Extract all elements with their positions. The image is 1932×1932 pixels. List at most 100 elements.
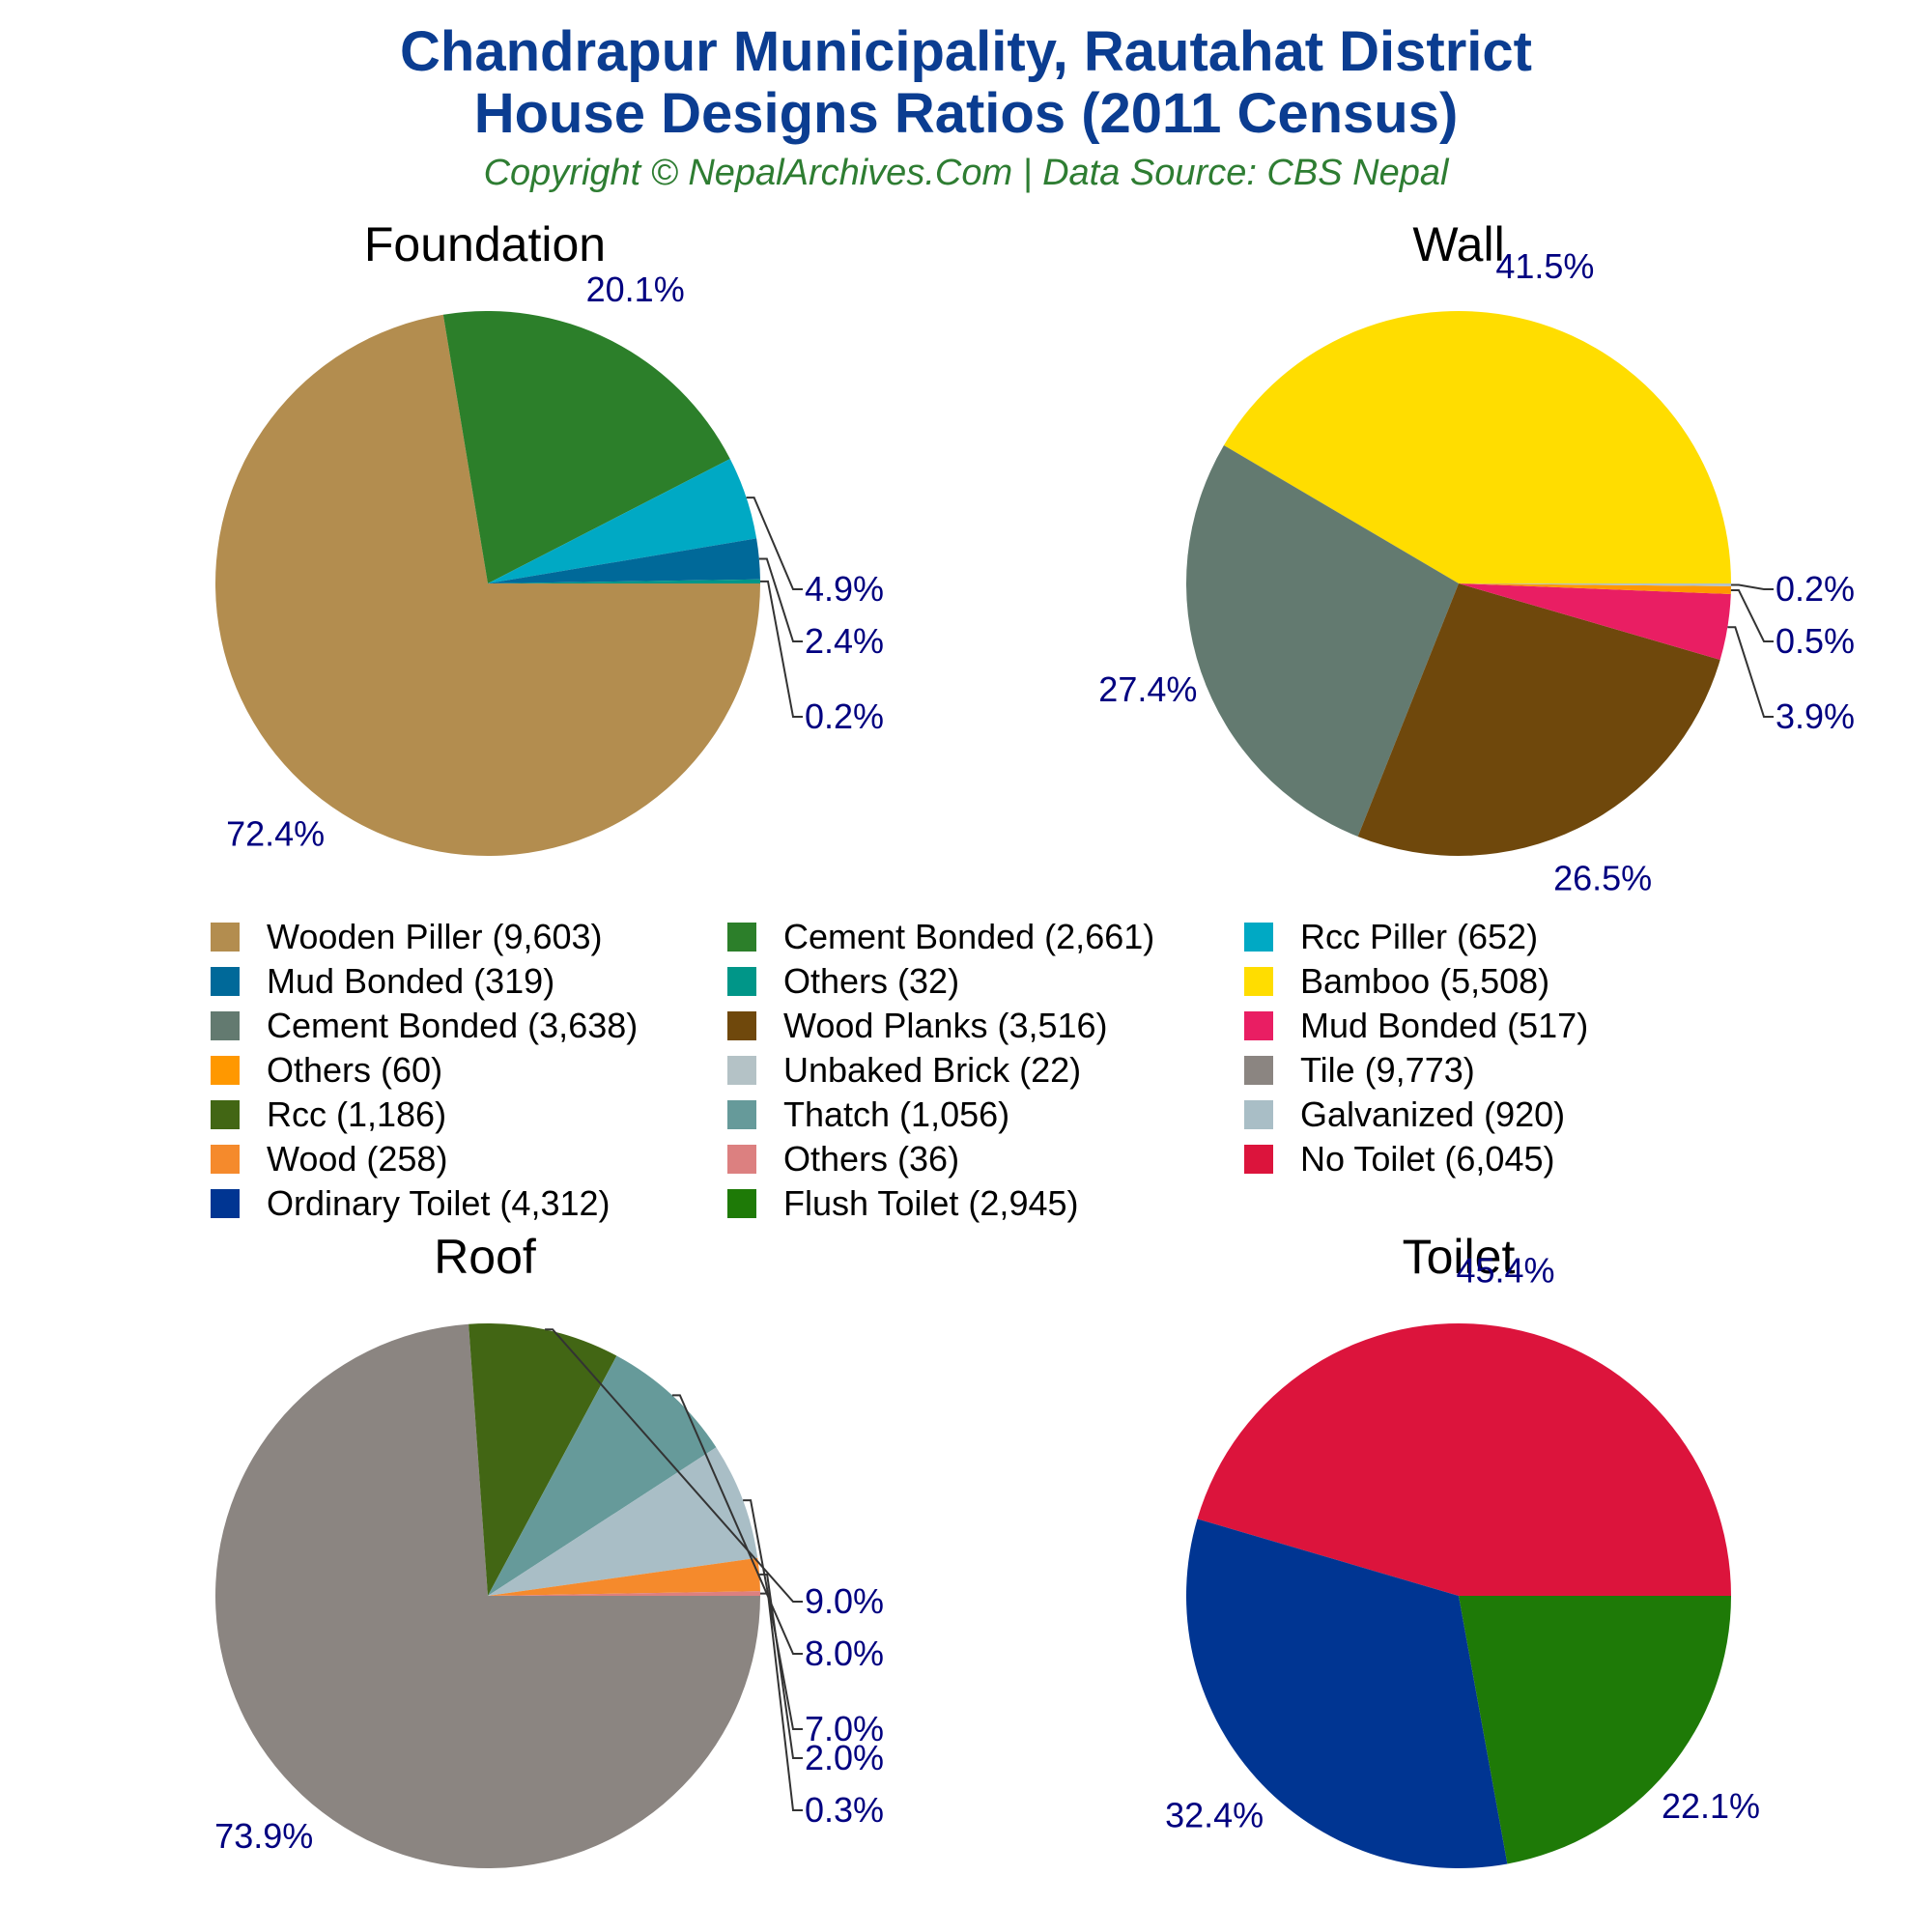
data-label: 32.4% [1165, 1795, 1264, 1834]
legend-swatch [727, 1011, 756, 1040]
pie-roof: Roof 73.9% 9.0% 8.0% 7.0%2.0% 0.3% [214, 1230, 884, 1868]
legend-swatch [1244, 1056, 1273, 1085]
legend-swatch [1244, 967, 1273, 996]
legend-label: Mud Bonded (319) [267, 961, 555, 1001]
legend-label: Others (36) [783, 1139, 960, 1179]
legend-item: Wood (258) [211, 1138, 447, 1180]
legend-label: Galvanized (920) [1300, 1094, 1566, 1134]
data-label: 41.5% [1495, 246, 1594, 286]
leader-line [1727, 626, 1774, 718]
legend-label: Flush Toilet (2,945) [783, 1183, 1079, 1223]
legend-swatch [1244, 923, 1273, 952]
legend-label: Unbaked Brick (22) [783, 1050, 1082, 1090]
pie-slice-mud-bonded [1459, 583, 1731, 660]
legend-item: Cement Bonded (2,661) [727, 916, 1154, 958]
leader-line [545, 1328, 803, 1603]
data-label: 20.1% [586, 270, 685, 309]
leader-line [1730, 588, 1774, 642]
leader-line [746, 497, 803, 590]
pie-title-wall: Wall [1412, 217, 1504, 271]
legend-label: Others (60) [267, 1050, 443, 1090]
legend-swatch [211, 967, 240, 996]
leader-line [671, 1394, 803, 1655]
legend-swatch [211, 1100, 240, 1129]
pie-slice-bamboo [1223, 311, 1731, 583]
pie-foundation: Foundation 72.4% 20.1% 4.9% 2.4% 0.2% [215, 217, 884, 856]
data-label: 72.4% [226, 813, 325, 853]
pie-slice-unbaked-brick [1459, 583, 1731, 586]
pie-slice-ordinary-toilet [1186, 1519, 1508, 1869]
legend-label: Others (32) [783, 961, 960, 1001]
legend-swatch [211, 923, 240, 952]
legend-label: Bamboo (5,508) [1300, 961, 1550, 1001]
legend-label: Cement Bonded (3,638) [267, 1006, 639, 1045]
legend-swatch [211, 1145, 240, 1174]
legend-swatch [727, 1100, 756, 1129]
pie-title-foundation: Foundation [364, 217, 606, 271]
data-label: 2.0% [805, 1738, 884, 1777]
pie-slice-rcc [469, 1323, 617, 1596]
legend-item: Unbaked Brick (22) [727, 1049, 1081, 1092]
pie-slice-mud-bonded [488, 538, 760, 583]
pie-slice-others [488, 1591, 760, 1596]
chart-title: Chandrapur Municipality, Rautahat Distri… [0, 21, 1932, 145]
legend-item: Others (36) [727, 1138, 959, 1180]
pie-slice-cement-bonded [442, 311, 730, 583]
pie-slice-rcc-piller [488, 459, 757, 583]
data-label: 0.2% [805, 696, 884, 736]
leader-line [759, 580, 803, 718]
pie-slice-others [1459, 583, 1731, 594]
legend-item: Ordinary Toilet (4,312) [211, 1182, 611, 1225]
legend-label: Wooden Piller (9,603) [267, 917, 603, 956]
data-label: 8.0% [805, 1634, 884, 1673]
leader-line [759, 1573, 803, 1759]
legend-label: Rcc (1,186) [267, 1094, 447, 1134]
legend-item: Rcc (1,186) [211, 1094, 446, 1136]
data-label: 73.9% [214, 1816, 313, 1856]
pie-slice-thatch [488, 1355, 717, 1596]
pie-title-toilet: Toilet [1403, 1230, 1516, 1284]
legend-label: Wood Planks (3,516) [783, 1006, 1108, 1045]
legend-item: Thatch (1,056) [727, 1094, 1009, 1136]
leader-line [758, 557, 803, 642]
legend-item: Galvanized (920) [1244, 1094, 1565, 1136]
data-label: 0.3% [805, 1790, 884, 1830]
legend-item: Tile (9,773) [1244, 1049, 1475, 1092]
legend-item: Cement Bonded (3,638) [211, 1005, 638, 1047]
legend-item: Others (60) [211, 1049, 442, 1092]
legend-swatch [211, 1189, 240, 1218]
pie-slice-tile [214, 1323, 760, 1868]
copyright-subtitle: Copyright © NepalArchives.Com | Data Sou… [483, 153, 1449, 193]
data-label: 7.0% [805, 1709, 884, 1748]
data-label: 26.5% [1553, 859, 1652, 898]
legend-item: Bamboo (5,508) [1244, 960, 1549, 1003]
legend-label: Mud Bonded (517) [1300, 1006, 1589, 1045]
pie-title-roof: Roof [434, 1230, 536, 1284]
legend-swatch [727, 1056, 756, 1085]
legend-label: Cement Bonded (2,661) [783, 917, 1155, 956]
legend-label: Tile (9,773) [1300, 1050, 1475, 1090]
data-label: 0.5% [1776, 621, 1855, 661]
legend-swatch [211, 1011, 240, 1040]
legend-item: No Toilet (6,045) [1244, 1138, 1554, 1180]
legend-swatch [1244, 1100, 1273, 1129]
pie-slice-cement-bonded [1185, 444, 1459, 837]
legend-item: Wooden Piller (9,603) [211, 916, 603, 958]
data-label: 45.4% [1456, 1250, 1554, 1290]
data-label: 4.9% [805, 569, 884, 609]
pie-slice-wood [488, 1557, 760, 1596]
legend-label: Thatch (1,056) [783, 1094, 1010, 1134]
data-label: 2.4% [805, 621, 884, 661]
legend-swatch [727, 1189, 756, 1218]
title-line-1: Chandrapur Municipality, Rautahat Distri… [400, 20, 1532, 83]
legend-item: Flush Toilet (2,945) [727, 1182, 1079, 1225]
legend-label: Wood (258) [267, 1139, 448, 1179]
data-label: 22.1% [1662, 1786, 1760, 1826]
data-label: 3.9% [1776, 696, 1855, 736]
pie-slice-wood-planks [1357, 583, 1720, 857]
legend-label: Ordinary Toilet (4,312) [267, 1183, 611, 1223]
legend-swatch [727, 967, 756, 996]
